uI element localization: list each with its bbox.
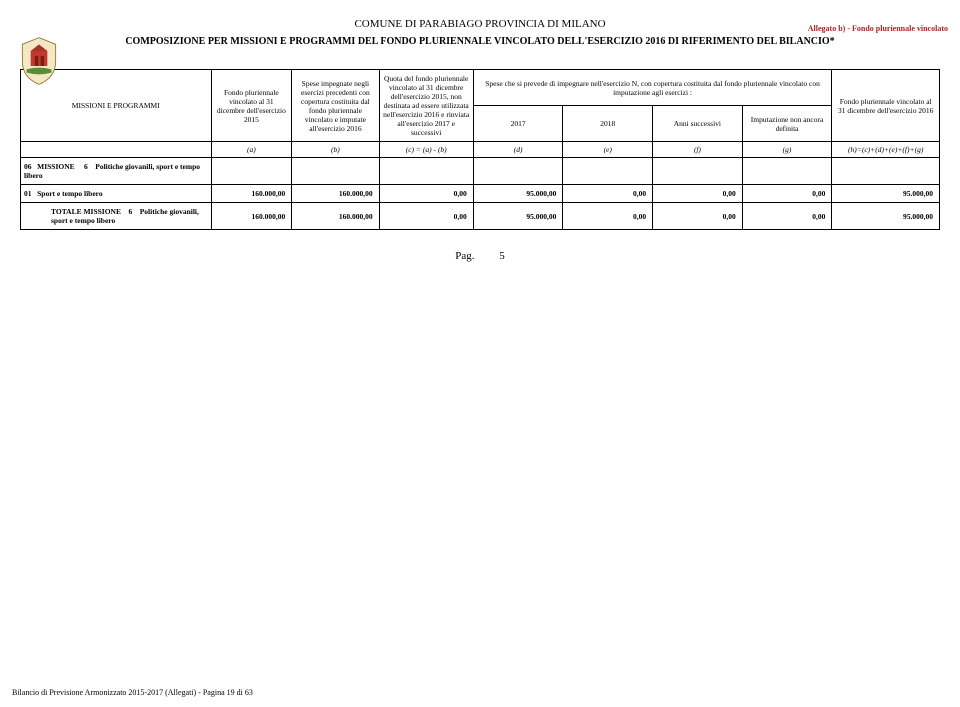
pag-label: Pag.: [455, 250, 474, 262]
cell: 0,00: [563, 185, 653, 203]
cell: 0,00: [742, 185, 832, 203]
col-span-spese: Spese che si prevede di impegnare nell'e…: [473, 70, 832, 106]
main-table: MISSIONI E PROGRAMMI Fondo pluriennale v…: [20, 69, 940, 230]
ref-cell: [21, 142, 212, 158]
page-indicator: Pag. 5: [0, 250, 960, 262]
municipal-crest-icon: [18, 36, 60, 86]
mission-num: 6: [84, 162, 88, 171]
col-spese-impegnate: Spese impegnate negli esercizi precedent…: [292, 70, 379, 142]
cell: 0,00: [653, 203, 743, 230]
row-desc: Sport e tempo libero: [37, 189, 102, 198]
ref-cell: (d): [473, 142, 563, 158]
mission-code: 06: [24, 162, 32, 171]
cell: 95.000,00: [473, 185, 563, 203]
cell: 95.000,00: [832, 203, 940, 230]
col-fondo-2015: Fondo pluriennale vincolato al 31 dicemb…: [211, 70, 292, 142]
col-quota: Quota del fondo pluriennale vincolato al…: [379, 70, 473, 142]
cell: 160.000,00: [211, 203, 292, 230]
ref-cell: (g): [742, 142, 832, 158]
formula-row: (a) (b) (c) = (a) - (b) (d) (e) (f) (g) …: [21, 142, 940, 158]
mission-label: MISSIONE: [37, 162, 75, 171]
cell: 160.000,00: [211, 185, 292, 203]
col-2017: 2017: [473, 106, 563, 142]
col-2018: 2018: [563, 106, 653, 142]
pag-num: 5: [499, 250, 505, 262]
cell: 160.000,00: [292, 203, 379, 230]
table-row: 01 Sport e tempo libero 160.000,00 160.0…: [21, 185, 940, 203]
mission-header-row: 06 MISSIONE 6 Politiche giovanili, sport…: [21, 158, 940, 185]
total-row: TOTALE MISSIONE 6 Politiche giovanili, s…: [21, 203, 940, 230]
composition-title: COMPOSIZIONE PER MISSIONI E PROGRAMMI DE…: [0, 36, 960, 47]
row-code: 01: [24, 189, 32, 198]
col-imputazione: Imputazione non ancora definita: [742, 106, 832, 142]
total-num: 6: [128, 207, 132, 216]
ref-cell: (e): [563, 142, 653, 158]
col-anni: Anni successivi: [653, 106, 743, 142]
cell: 0,00: [379, 203, 473, 230]
ref-cell: (b): [292, 142, 379, 158]
cell: 160.000,00: [292, 185, 379, 203]
ref-cell: (a): [211, 142, 292, 158]
total-label: TOTALE MISSIONE: [51, 207, 121, 216]
cell: 0,00: [653, 185, 743, 203]
cell: 0,00: [563, 203, 653, 230]
attachment-label: Allegato b) - Fondo pluriennale vincolat…: [808, 24, 948, 33]
ref-cell: (f): [653, 142, 743, 158]
cell: 0,00: [742, 203, 832, 230]
cell: 95.000,00: [473, 203, 563, 230]
ref-cell: (c) = (a) - (b): [379, 142, 473, 158]
footer-text: Bilancio di Previsione Armonizzato 2015-…: [12, 688, 253, 697]
cell: 95.000,00: [832, 185, 940, 203]
col-fondo-2016: Fondo pluriennale vincolato al 31 dicemb…: [832, 70, 940, 142]
cell: 0,00: [379, 185, 473, 203]
ref-cell: (h)=(c)+(d)+(e)+(f)+(g): [832, 142, 940, 158]
